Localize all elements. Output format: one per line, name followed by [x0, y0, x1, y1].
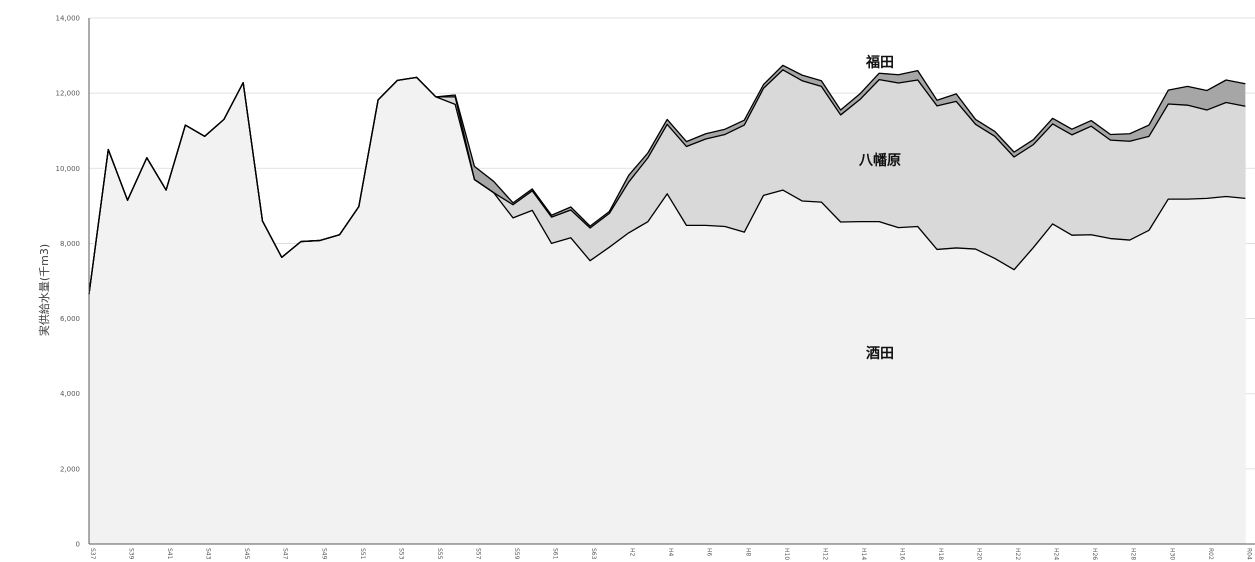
area-label-fukuda: 福田	[865, 54, 894, 71]
x-tick-label: H20	[976, 548, 983, 560]
y-tick-label: 10,000	[56, 165, 81, 173]
x-tick-label: H8	[744, 548, 751, 557]
x-tick-label: S47	[282, 548, 289, 560]
area-label-yawatahara: 八幡原	[858, 152, 901, 169]
y-tick-label: 2,000	[60, 465, 80, 473]
series-line-2	[88, 64, 1246, 295]
x-tick-label: H18	[937, 548, 944, 560]
x-tick-label: H26	[1091, 548, 1098, 560]
x-tick-label: S49	[320, 548, 327, 560]
x-tick-label: S51	[359, 548, 366, 560]
x-tick-label: S41	[166, 548, 173, 560]
x-tick-label: R04	[1245, 548, 1252, 560]
axes	[88, 18, 1255, 545]
x-tick-label: H28	[1130, 548, 1137, 560]
x-tick-label: S61	[552, 548, 559, 560]
y-tick-label: 6,000	[60, 315, 80, 323]
x-tick-label: H30	[1168, 548, 1175, 560]
y-tick-label: 14,000	[56, 15, 81, 23]
x-tick-label: H4	[667, 548, 674, 557]
y-tick-labels: 0 2,000 4,000 6,000 8,000 10,000 12,000 14,000	[56, 15, 81, 549]
x-tick-label: H24	[1053, 548, 1060, 560]
x-tick-label: S53	[397, 548, 404, 560]
x-tick-label: S63	[590, 548, 597, 560]
y-tick-label: 4,000	[60, 390, 80, 398]
x-tick-label: H22	[1014, 548, 1021, 560]
y-axis-label: 実供給水量(千m3)	[37, 244, 51, 336]
x-tick-label: R02	[1207, 548, 1214, 560]
area-layers	[89, 65, 1246, 544]
x-tick-label: H10	[783, 548, 790, 560]
x-tick-label: H2	[629, 548, 636, 557]
x-tick-label: S37	[89, 548, 96, 560]
series-lines	[88, 64, 1246, 295]
x-tick-label: S55	[436, 548, 443, 560]
x-tick-label: H6	[706, 548, 713, 557]
x-tick-label: S43	[205, 548, 212, 560]
x-tick-label: H14	[860, 548, 867, 560]
area-0	[89, 77, 1246, 544]
x-tick-label: S57	[474, 548, 481, 560]
y-tick-label: 8,000	[60, 240, 80, 248]
x-tick-label: S59	[513, 548, 520, 560]
x-tick-label: H12	[821, 548, 828, 560]
y-tick-label: 0	[76, 541, 80, 549]
x-tick-label: H16	[898, 548, 905, 560]
x-tick-label: S45	[243, 548, 250, 560]
y-tick-label: 12,000	[56, 90, 81, 98]
x-tick-label: S39	[128, 548, 135, 560]
x-tick-labels: S37 S39 S41 S43 S45 S47 S49 S51 S53 S55 S57 S59 S61 S…	[89, 548, 1252, 560]
area-label-sakata: 酒田	[866, 346, 894, 362]
